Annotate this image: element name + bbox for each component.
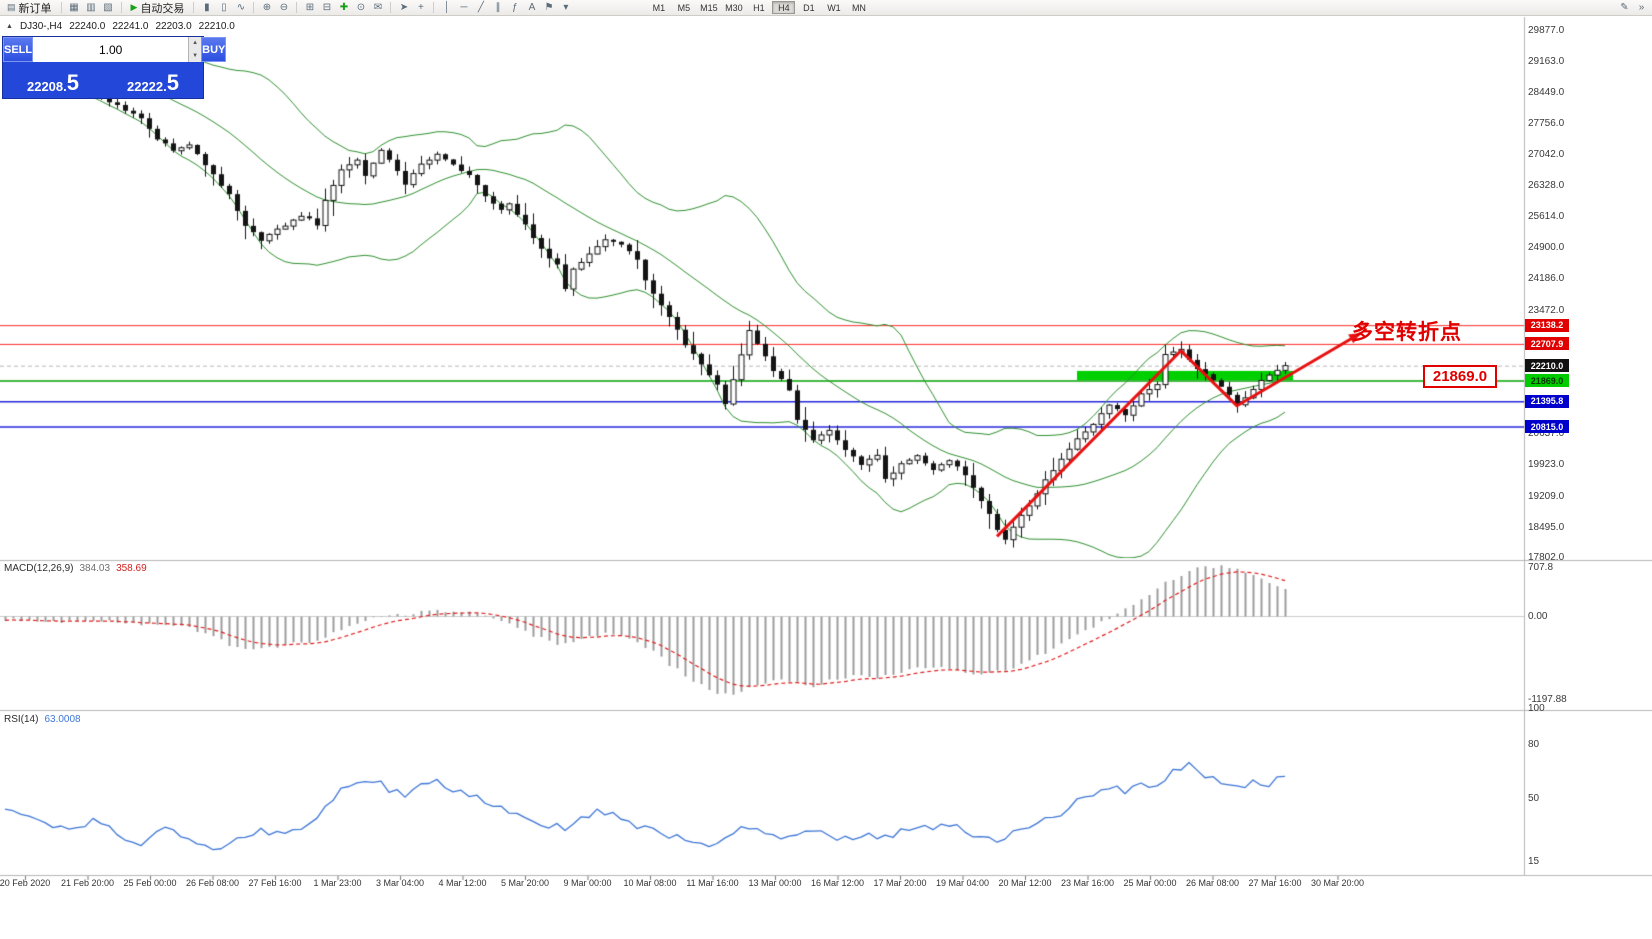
toolbar-overflow-icon[interactable]: »	[1638, 2, 1645, 13]
macd-name: MACD(12,26,9)	[4, 563, 74, 574]
shapes-dropdown-icon[interactable]: ▾	[563, 2, 569, 13]
toolbar-separator	[390, 2, 392, 13]
sell-price-pip: 5	[66, 70, 79, 96]
ohlc-open: 22240.0	[69, 21, 106, 32]
vertical-line-icon[interactable]: │	[443, 2, 451, 13]
timeframe-m1[interactable]: M1	[652, 2, 666, 13]
new-order-button-label: 新订单	[18, 2, 52, 15]
candlestick-chart-icon[interactable]: ▯	[221, 2, 227, 13]
pencil-icon[interactable]: ✎	[1620, 2, 1629, 13]
rsi-indicator-label: RSI(14) 63.0008	[4, 714, 81, 725]
autotrade-button[interactable]: ▶ 自动交易	[127, 1, 189, 15]
buy-price[interactable]: 22222. 5	[103, 62, 203, 98]
timeframe-h1[interactable]: H1	[753, 2, 765, 13]
crosshair-icon[interactable]: +	[418, 2, 424, 13]
cursor-icon[interactable]: ➤	[399, 2, 409, 13]
templates-icon[interactable]: ✉	[373, 2, 383, 13]
timeframe-mn[interactable]: MN	[851, 2, 866, 13]
profiles-icon[interactable]: ▥	[86, 2, 96, 13]
line-chart-icon[interactable]: ∿	[236, 2, 246, 13]
timeframe-m30[interactable]: M30	[725, 2, 743, 13]
macd-signal-value: 358.69	[116, 563, 147, 574]
timeframe-m15[interactable]: M15	[700, 2, 718, 13]
ohlc-low: 22203.0	[155, 21, 192, 32]
chart-window-icon[interactable]: ▦	[69, 2, 79, 13]
symbol-title: DJ30-,H4	[19, 21, 63, 32]
tile-windows-icon[interactable]: ⊞	[305, 2, 315, 13]
timeframe-w1[interactable]: W1	[827, 2, 841, 13]
sell-price[interactable]: 22208. 5	[3, 62, 103, 98]
label-flag-icon[interactable]: ⚑	[544, 2, 554, 13]
toolbar-separator	[120, 2, 122, 13]
toolbar-separator	[433, 2, 435, 13]
indicators-icon[interactable]: ✚	[339, 2, 349, 13]
sell-button[interactable]: SELL	[3, 37, 34, 62]
cascade-windows-icon[interactable]: ⊟	[322, 2, 332, 13]
collapse-icon[interactable]: ▲	[6, 23, 13, 30]
sell-price-main: 22208.	[26, 79, 67, 94]
toolbar-separator	[253, 2, 255, 13]
volume-box: ▲ ▼	[33, 37, 202, 62]
bar-chart-icon[interactable]: ▮	[204, 2, 210, 13]
toolbar-separator	[296, 2, 298, 13]
trendline-icon[interactable]: ╱	[477, 2, 484, 13]
new-order-button[interactable]: ▤ 新订单	[3, 1, 56, 15]
timeframe-m5[interactable]: M5	[677, 2, 691, 13]
timeframe-h4[interactable]: H4	[772, 1, 796, 14]
autotrade-play-icon: ▶	[130, 2, 138, 12]
timeframe-d1[interactable]: D1	[803, 2, 815, 13]
autotrade-button-label: 自动交易	[140, 2, 185, 15]
toolbar: ▤ 新订单 ▦ ▥ ▧ ▶ 自动交易 ▮ ▯ ∿ ⊕ ⊖ ⊞ ⊟ ✚ ⊙ ✉ ➤ + │ ─ ╱ ∥ ƒ A ⚑ ▾ M1 M5 M15 M…	[0, 0, 1652, 16]
buy-price-main: 22222.	[126, 79, 167, 94]
new-order-icon: ▤	[7, 2, 16, 12]
text-icon[interactable]: A	[528, 2, 536, 13]
symbol-info-bar: ▲ DJ30-,H4 22240.0 22241.0 22203.0 22210…	[6, 21, 235, 32]
toolbar-separator	[60, 2, 62, 13]
macd-indicator-label: MACD(12,26,9) 384.03 358.69	[4, 563, 147, 574]
price-level-label-box: 21869.0	[1423, 365, 1497, 388]
channel-icon[interactable]: ∥	[495, 2, 501, 13]
macd-main-value: 384.03	[79, 563, 111, 574]
periods-icon[interactable]: ⊙	[356, 2, 366, 13]
buy-button[interactable]: BUY	[201, 37, 227, 62]
rsi-name: RSI(14)	[4, 714, 39, 725]
one-click-trading-widget: SELL ▲ ▼ BUY 22208. 5 22222. 5	[2, 36, 227, 99]
ohlc-close: 22210.0	[198, 21, 235, 32]
rsi-value: 63.0008	[44, 714, 81, 725]
zoom-in-icon[interactable]: ⊕	[262, 2, 272, 13]
buy-price-pip: 5	[166, 70, 179, 96]
toolbar-separator	[193, 2, 195, 13]
fibonacci-icon[interactable]: ƒ	[512, 2, 518, 13]
ohlc-high: 22241.0	[112, 21, 149, 32]
volume-input[interactable]	[33, 37, 189, 62]
bull-bear-turning-point-annotation: 多空转折点	[1352, 321, 1462, 344]
zoom-out-icon[interactable]: ⊖	[279, 2, 289, 13]
volume-down-icon[interactable]: ▼	[189, 49, 202, 62]
data-window-icon[interactable]: ▧	[103, 2, 113, 13]
horizontal-line-icon[interactable]: ─	[460, 2, 468, 13]
volume-spinner: ▲ ▼	[188, 37, 202, 62]
volume-up-icon[interactable]: ▲	[189, 37, 202, 50]
